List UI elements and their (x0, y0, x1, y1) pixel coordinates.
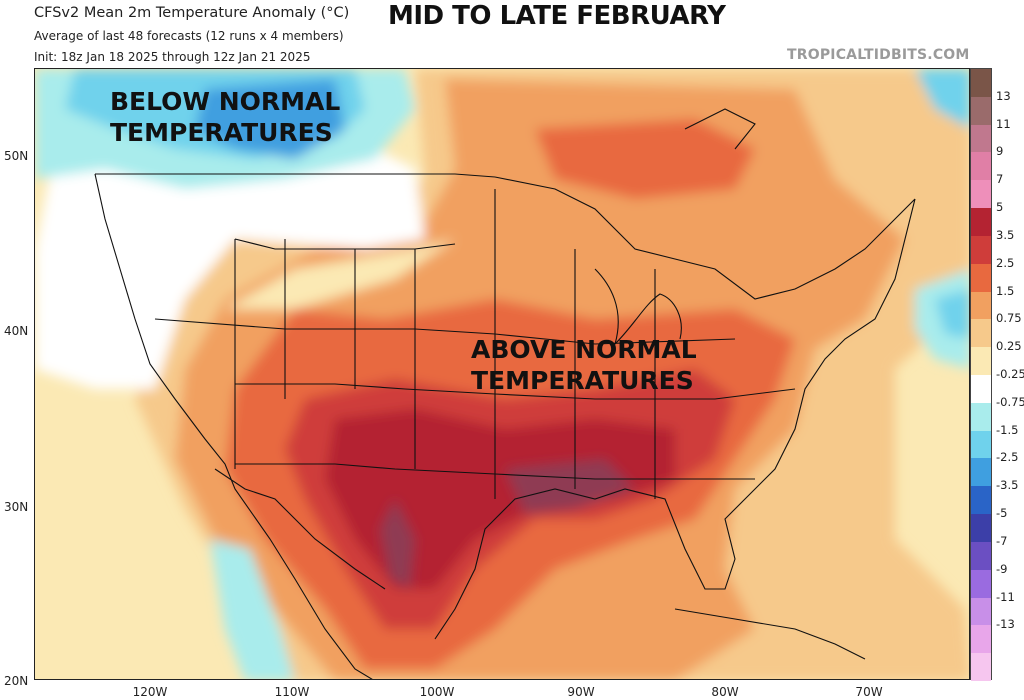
anomaly-map (34, 68, 970, 680)
color-scale-swatch (971, 402, 991, 432)
color-scale-swatch (971, 152, 991, 181)
anomaly-shading (35, 69, 969, 679)
great-lakes-outline (594, 268, 682, 346)
color-scale-label: 0.25 (996, 339, 1022, 354)
color-scale-label: -13 (996, 617, 1015, 632)
map-title-text: CFSv2 Mean 2m Temperature Anomaly (°C) (34, 5, 350, 21)
lat-label-20n: 20N (4, 674, 29, 688)
color-scale-label: -7 (996, 533, 1008, 548)
warm-faint-band (225, 239, 455, 309)
state-line-north (234, 238, 456, 250)
color-scale-swatch (971, 458, 991, 487)
color-scale-label: -9 (996, 561, 1008, 576)
lon-label-80w: 80W (711, 685, 739, 699)
color-scale-label: 13 (996, 88, 1011, 103)
lon-label-70w: 70W (855, 685, 883, 699)
color-scale-swatch (971, 597, 991, 626)
color-scale-swatch (971, 208, 991, 237)
lat-label-40n: 40N (4, 324, 29, 338)
map-subtitle-init: Init: 18z Jan 18 2025 through 12z Jan 21… (34, 50, 311, 64)
color-scale-swatch (971, 180, 991, 209)
warm-peak-texas (380, 499, 415, 589)
color-scale-swatch (971, 291, 991, 320)
state-line-central-north (154, 318, 736, 345)
cold-light-pacific (210, 539, 295, 679)
warm-strong-north (535, 119, 755, 199)
above-normal-line-1: ABOVE NORMAL (471, 335, 697, 364)
color-scale-swatch (971, 430, 991, 459)
above-normal-label: ABOVE NORMAL TEMPERATURES (471, 334, 697, 396)
color-scale-swatch (971, 319, 991, 348)
color-scale-swatch (971, 96, 991, 126)
color-scale-label: 1.5 (996, 283, 1015, 298)
color-scale-swatch (971, 541, 991, 571)
color-scale-swatch (971, 569, 991, 599)
below-normal-line-2: TEMPERATURES (110, 118, 333, 147)
color-scale-swatch (971, 124, 991, 153)
color-scale-label: -1.5 (996, 422, 1019, 437)
color-scale-label: 2.5 (996, 255, 1015, 270)
lat-label-50n: 50N (4, 149, 29, 163)
lon-label-90w: 90W (567, 685, 595, 699)
canada-border (95, 173, 496, 178)
color-scale-swatch (971, 514, 991, 543)
color-scale-label: -0.25 (996, 367, 1024, 381)
source-credit: TROPICALTIDBITS.COM (787, 47, 970, 63)
color-scale-swatch (971, 347, 991, 376)
great-lakes-border (494, 176, 916, 300)
atlantic-gulf-coastline (434, 198, 916, 640)
color-scale-label: 9 (996, 144, 1004, 159)
cold-deep-northwest (195, 79, 345, 159)
color-scale-label: 5 (996, 200, 1004, 215)
map-subtitle-forecasts: Average of last 48 forecasts (12 runs x … (34, 29, 344, 43)
anomaly-map-canvas (35, 69, 969, 679)
color-scale-swatch (971, 653, 991, 682)
color-scale-label: -5 (996, 506, 1008, 521)
neutral-area-west (35, 129, 425, 389)
color-scale-swatch (971, 69, 991, 98)
below-normal-label: BELOW NORMAL TEMPERATURES (110, 86, 340, 148)
lon-label-110w: 110W (274, 685, 310, 699)
lon-label-120w: 120W (132, 685, 168, 699)
color-scale-label: -2.5 (996, 450, 1019, 465)
above-normal-line-2: TEMPERATURES (471, 366, 694, 395)
warm-peak-gulf (505, 459, 635, 514)
pacific-coastline (94, 173, 373, 679)
color-scale-label: -0.75 (996, 394, 1024, 409)
color-scale-label: 7 (996, 172, 1004, 187)
mexico-border (214, 468, 386, 590)
color-scale-swatch (971, 625, 991, 654)
headline-period: MID TO LATE FEBRUARY (388, 1, 726, 31)
map-title: CFSv2 Mean 2m Temperature Anomaly (°C) (34, 5, 349, 21)
lon-label-100w: 100W (419, 685, 455, 699)
cold-mid-arctic (915, 69, 969, 128)
color-scale-swatch (971, 235, 991, 265)
boundary-lines (94, 108, 916, 679)
cold-mid-atlantic (935, 289, 969, 339)
color-scale-swatch (971, 263, 991, 293)
color-scale-label: 11 (996, 116, 1011, 131)
color-scale-bar (970, 68, 992, 682)
color-scale-label: 0.75 (996, 311, 1022, 326)
cuba-outline (674, 608, 866, 660)
color-scale-label: -3.5 (996, 478, 1019, 493)
below-normal-line-1: BELOW NORMAL (110, 87, 341, 116)
color-scale-label: -11 (996, 589, 1015, 604)
color-scale-label: 3.5 (996, 227, 1015, 242)
hudson-bay-outline (684, 108, 756, 150)
lat-label-30n: 30N (4, 500, 29, 514)
color-scale-swatch (971, 375, 991, 404)
color-scale-swatch (971, 486, 991, 515)
